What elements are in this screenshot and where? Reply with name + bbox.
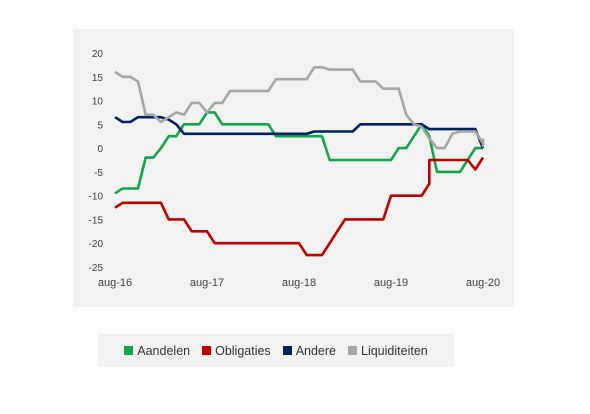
legend-item-andere: Andere [282, 343, 336, 358]
series-line-andere [114, 115, 485, 149]
y-tick-label: 0 [97, 144, 103, 155]
line-chart: 20 15 10 5 0 -5 -10 -15 -20 -25 aug-16 aug-17 aug-18… [89, 49, 501, 289]
legend-item-aandelen: Aandelen [124, 344, 190, 358]
legend-item-obligaties: Obligaties [202, 344, 271, 358]
y-tick-label: 5 [97, 120, 103, 131]
legend-label-aandelen: Aandelen [137, 343, 191, 358]
legend-swatch-obligaties [202, 346, 212, 355]
y-tick-label: -5 [94, 168, 103, 179]
legend-label-obligaties: Obligaties [215, 343, 271, 358]
legend-item-liquiditeiten: Liquiditeiten [348, 344, 428, 358]
series-line-obligaties [114, 156, 485, 257]
legend-swatch-aandelen [124, 346, 134, 355]
legend-swatch-andere [282, 346, 292, 355]
y-tick-label: 15 [92, 73, 104, 84]
x-tick-label: aug-17 [190, 277, 224, 289]
x-tick-label: aug-18 [282, 277, 316, 289]
chart-panel: 20 15 10 5 0 -5 -10 -15 -20 -25 aug-16 aug-17 aug-18… [73, 29, 514, 307]
x-tick-label: aug-20 [466, 277, 500, 289]
y-tick-label: -20 [89, 239, 104, 250]
y-tick-label: 10 [92, 97, 104, 108]
legend-swatch-liquiditeiten [348, 346, 357, 355]
x-tick-label: aug-16 [98, 277, 132, 289]
legend-label-liquiditeiten: Liquiditeiten [361, 343, 428, 358]
series-line-liquiditeiten [114, 65, 485, 150]
y-tick-label: 20 [92, 49, 104, 60]
y-tick-label: -15 [89, 215, 104, 226]
legend-label-andere: Andere [295, 343, 336, 358]
x-tick-label: aug-19 [374, 277, 408, 289]
series-line-aandelen [114, 111, 483, 195]
legend: Aandelen Obligaties Andere Liquiditeiten [98, 334, 454, 367]
y-tick-label: -25 [89, 263, 104, 274]
y-tick-label: -10 [89, 192, 104, 203]
